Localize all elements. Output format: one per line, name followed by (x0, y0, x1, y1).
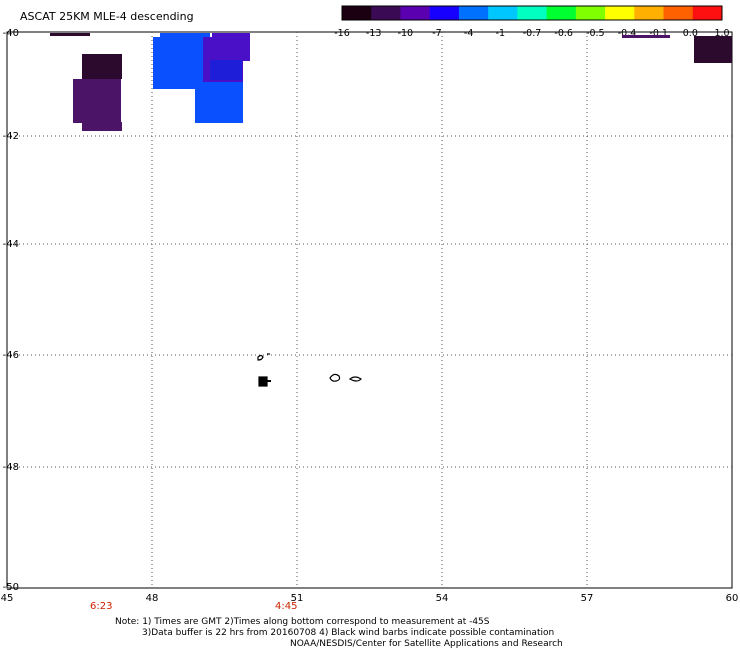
wind-cells (50, 33, 732, 131)
cell-right-block (694, 36, 732, 63)
cell-blue-top (160, 33, 210, 43)
latitude-label: -48 (3, 462, 19, 473)
cell-purple-block (73, 79, 121, 123)
colorbar-tick-label: -7 (432, 28, 441, 39)
longitude-label: 45 (1, 593, 14, 604)
latitude-label: -50 (3, 582, 19, 593)
latitude-label: -42 (3, 131, 19, 142)
longitude-label: 51 (291, 593, 304, 604)
cell-blue-lower (195, 80, 243, 123)
colorbar-tick-label: -13 (366, 28, 382, 39)
colorbar-swatch (692, 6, 723, 20)
note-line-3: NOAA/NESDIS/Center for Satellite Applica… (290, 639, 563, 649)
colorbar-tick-label: -0.7 (523, 28, 542, 39)
cell-dark-blue (210, 60, 242, 80)
cell-dark-block (82, 54, 122, 79)
note-line-1: Note: 1) Times are GMT 2)Times along bot… (115, 617, 490, 627)
island-crozet-2 (348, 376, 362, 382)
colorbar-tick-label: -10 (398, 28, 414, 39)
colorbar-swatch (488, 6, 518, 20)
note-line-2: 3)Data buffer is 22 hrs from 20160708 4)… (142, 628, 554, 638)
graticule (7, 32, 732, 588)
colorbar-tick-label: 0.0 (683, 28, 698, 39)
colorbar-swatch (458, 6, 489, 20)
map-title: ASCAT 25KM MLE-4 descending (20, 10, 194, 23)
plot-frame (6, 31, 733, 589)
colorbar-swatch (429, 6, 460, 20)
cell-blue-upper (153, 37, 203, 89)
latitude-labels: -40 -42 -44 -46 -48 -50 (3, 28, 19, 593)
colorbar-tick-label: 1.0 (714, 28, 729, 39)
island-outlines (257, 353, 362, 387)
latitude-label: -44 (3, 239, 19, 250)
colorbar-tick-label: -1 (496, 28, 505, 39)
cell-top-strip (50, 33, 90, 36)
colorbar-swatch (634, 6, 665, 20)
colorbar-tick-label: -0.6 (554, 28, 573, 39)
colorbar-swatch (371, 6, 401, 20)
longitude-label: 60 (726, 593, 739, 604)
island-black (258, 376, 268, 387)
longitude-label: 48 (146, 593, 159, 604)
cell-purple-block-lower (82, 122, 122, 131)
time-label-2: 4:45 (275, 601, 297, 612)
colorbar-swatch (575, 6, 606, 20)
colorbar-tick-label: -0.5 (586, 28, 605, 39)
longitude-label: 54 (436, 593, 449, 604)
island-crozet-1 (329, 373, 341, 382)
island-small-1 (257, 354, 264, 361)
colorbar-swatch (605, 6, 635, 20)
time-label-1: 6:23 (90, 601, 112, 612)
colorbar-swatch (517, 6, 548, 20)
colorbar-swatch (342, 6, 372, 20)
colorbar-frame (341, 5, 723, 21)
latitude-label: -46 (3, 350, 19, 361)
colorbar-swatch (400, 6, 431, 20)
colorbar-swatch (546, 6, 577, 20)
colorbar: -16 -13 -10 -7 -4 -1 -0.7 -0.6 -0.5 -0.4 -0.1 0.0 1.… (334, 5, 730, 39)
colorbar-tick-label: -0.1 (649, 28, 668, 39)
colorbar-tick-label: -4 (464, 28, 473, 39)
cell-violet-top (212, 33, 250, 61)
colorbar-tick-label: -0.4 (618, 28, 637, 39)
colorbar-tick-label: -16 (334, 28, 350, 39)
latitude-label: -40 (3, 28, 19, 39)
cell-right-strip (622, 35, 670, 38)
longitude-labels: 45 48 51 54 57 60 (1, 593, 739, 604)
colorbar-swatch (663, 6, 694, 20)
longitude-label: 57 (581, 593, 594, 604)
